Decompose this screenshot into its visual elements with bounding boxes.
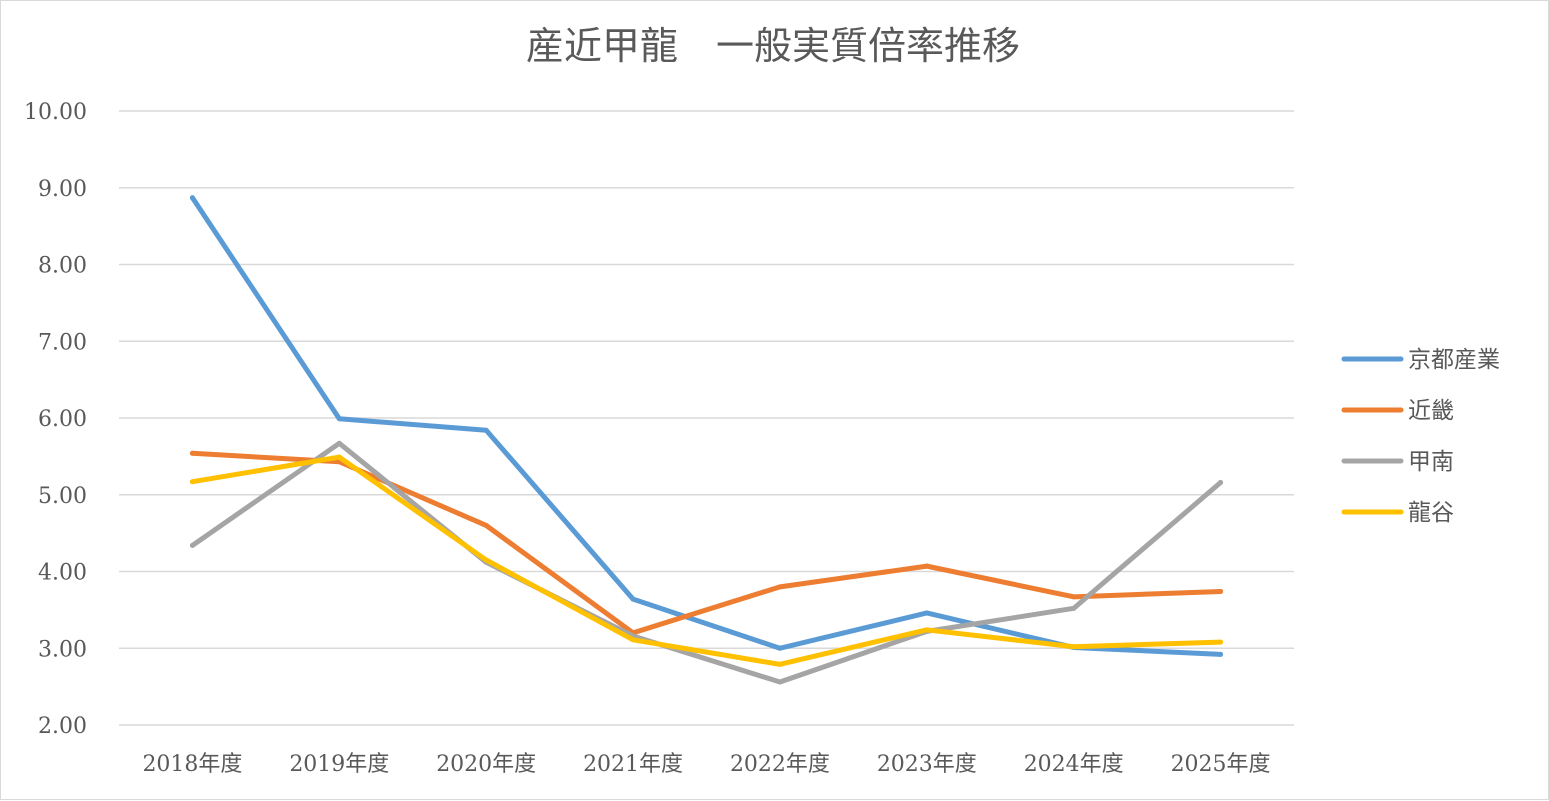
legend-label: 近畿	[1408, 398, 1454, 424]
x-tick-label: 2021年度	[583, 752, 683, 777]
x-tick-label: 2023年度	[877, 752, 977, 777]
chart-title: 産近甲龍 一般実質倍率推移	[526, 24, 1020, 68]
series-line	[189, 440, 1224, 685]
y-tick-label: 4.00	[38, 561, 87, 586]
y-tick-label: 9.00	[38, 177, 87, 202]
data-point	[777, 679, 783, 685]
data-point	[189, 542, 195, 548]
x-tick-label: 2024年度	[1024, 752, 1124, 777]
data-point	[1218, 639, 1224, 645]
series-line	[189, 195, 1224, 657]
data-point	[1218, 479, 1224, 485]
data-point	[189, 479, 195, 485]
series-group	[189, 454, 1224, 667]
data-point	[1218, 651, 1224, 657]
x-tick-label: 2018年度	[142, 752, 242, 777]
y-tick-label: 8.00	[38, 254, 87, 279]
data-point	[1071, 594, 1077, 600]
data-point	[336, 454, 342, 460]
data-point	[189, 450, 195, 456]
legend-label: 甲南	[1408, 449, 1454, 475]
x-axis-ticks: 2018年度 2019年度 2020年度 2021年度 2022年度 2023年度 2024…	[142, 752, 1270, 777]
data-point	[777, 661, 783, 667]
x-tick-label: 2022年度	[730, 752, 830, 777]
data-point	[924, 563, 930, 569]
y-tick-label: 7.00	[38, 330, 87, 355]
gridlines	[119, 110, 1294, 726]
data-point	[483, 427, 489, 433]
y-tick-label: 10.00	[24, 100, 87, 125]
data-point	[1071, 605, 1077, 611]
y-tick-label: 2.00	[38, 714, 87, 739]
data-point	[630, 637, 636, 643]
y-axis-ticks: 2.00 3.00 4.00 5.00 6.00 7.00 8.00 9.00 10.00	[24, 100, 87, 739]
legend-label: 京都産業	[1408, 347, 1500, 373]
data-point	[483, 557, 489, 563]
data-point	[336, 416, 342, 422]
series-line	[189, 450, 1224, 636]
data-point	[630, 596, 636, 602]
legend-label: 龍谷	[1408, 500, 1454, 526]
y-tick-label: 5.00	[38, 484, 87, 509]
x-tick-label: 2019年度	[289, 752, 389, 777]
data-point	[189, 195, 195, 201]
y-tick-label: 6.00	[38, 407, 87, 432]
y-tick-label: 3.00	[38, 637, 87, 662]
x-tick-label: 2020年度	[436, 752, 536, 777]
x-tick-label: 2025年度	[1171, 752, 1271, 777]
series-line	[189, 454, 1224, 667]
data-point	[924, 610, 930, 616]
data-point	[777, 645, 783, 651]
data-point	[924, 627, 930, 633]
data-point	[336, 440, 342, 446]
data-point	[1071, 644, 1077, 650]
data-point	[777, 584, 783, 590]
series-lines	[189, 195, 1224, 685]
data-point	[483, 522, 489, 528]
data-point	[1218, 588, 1224, 594]
